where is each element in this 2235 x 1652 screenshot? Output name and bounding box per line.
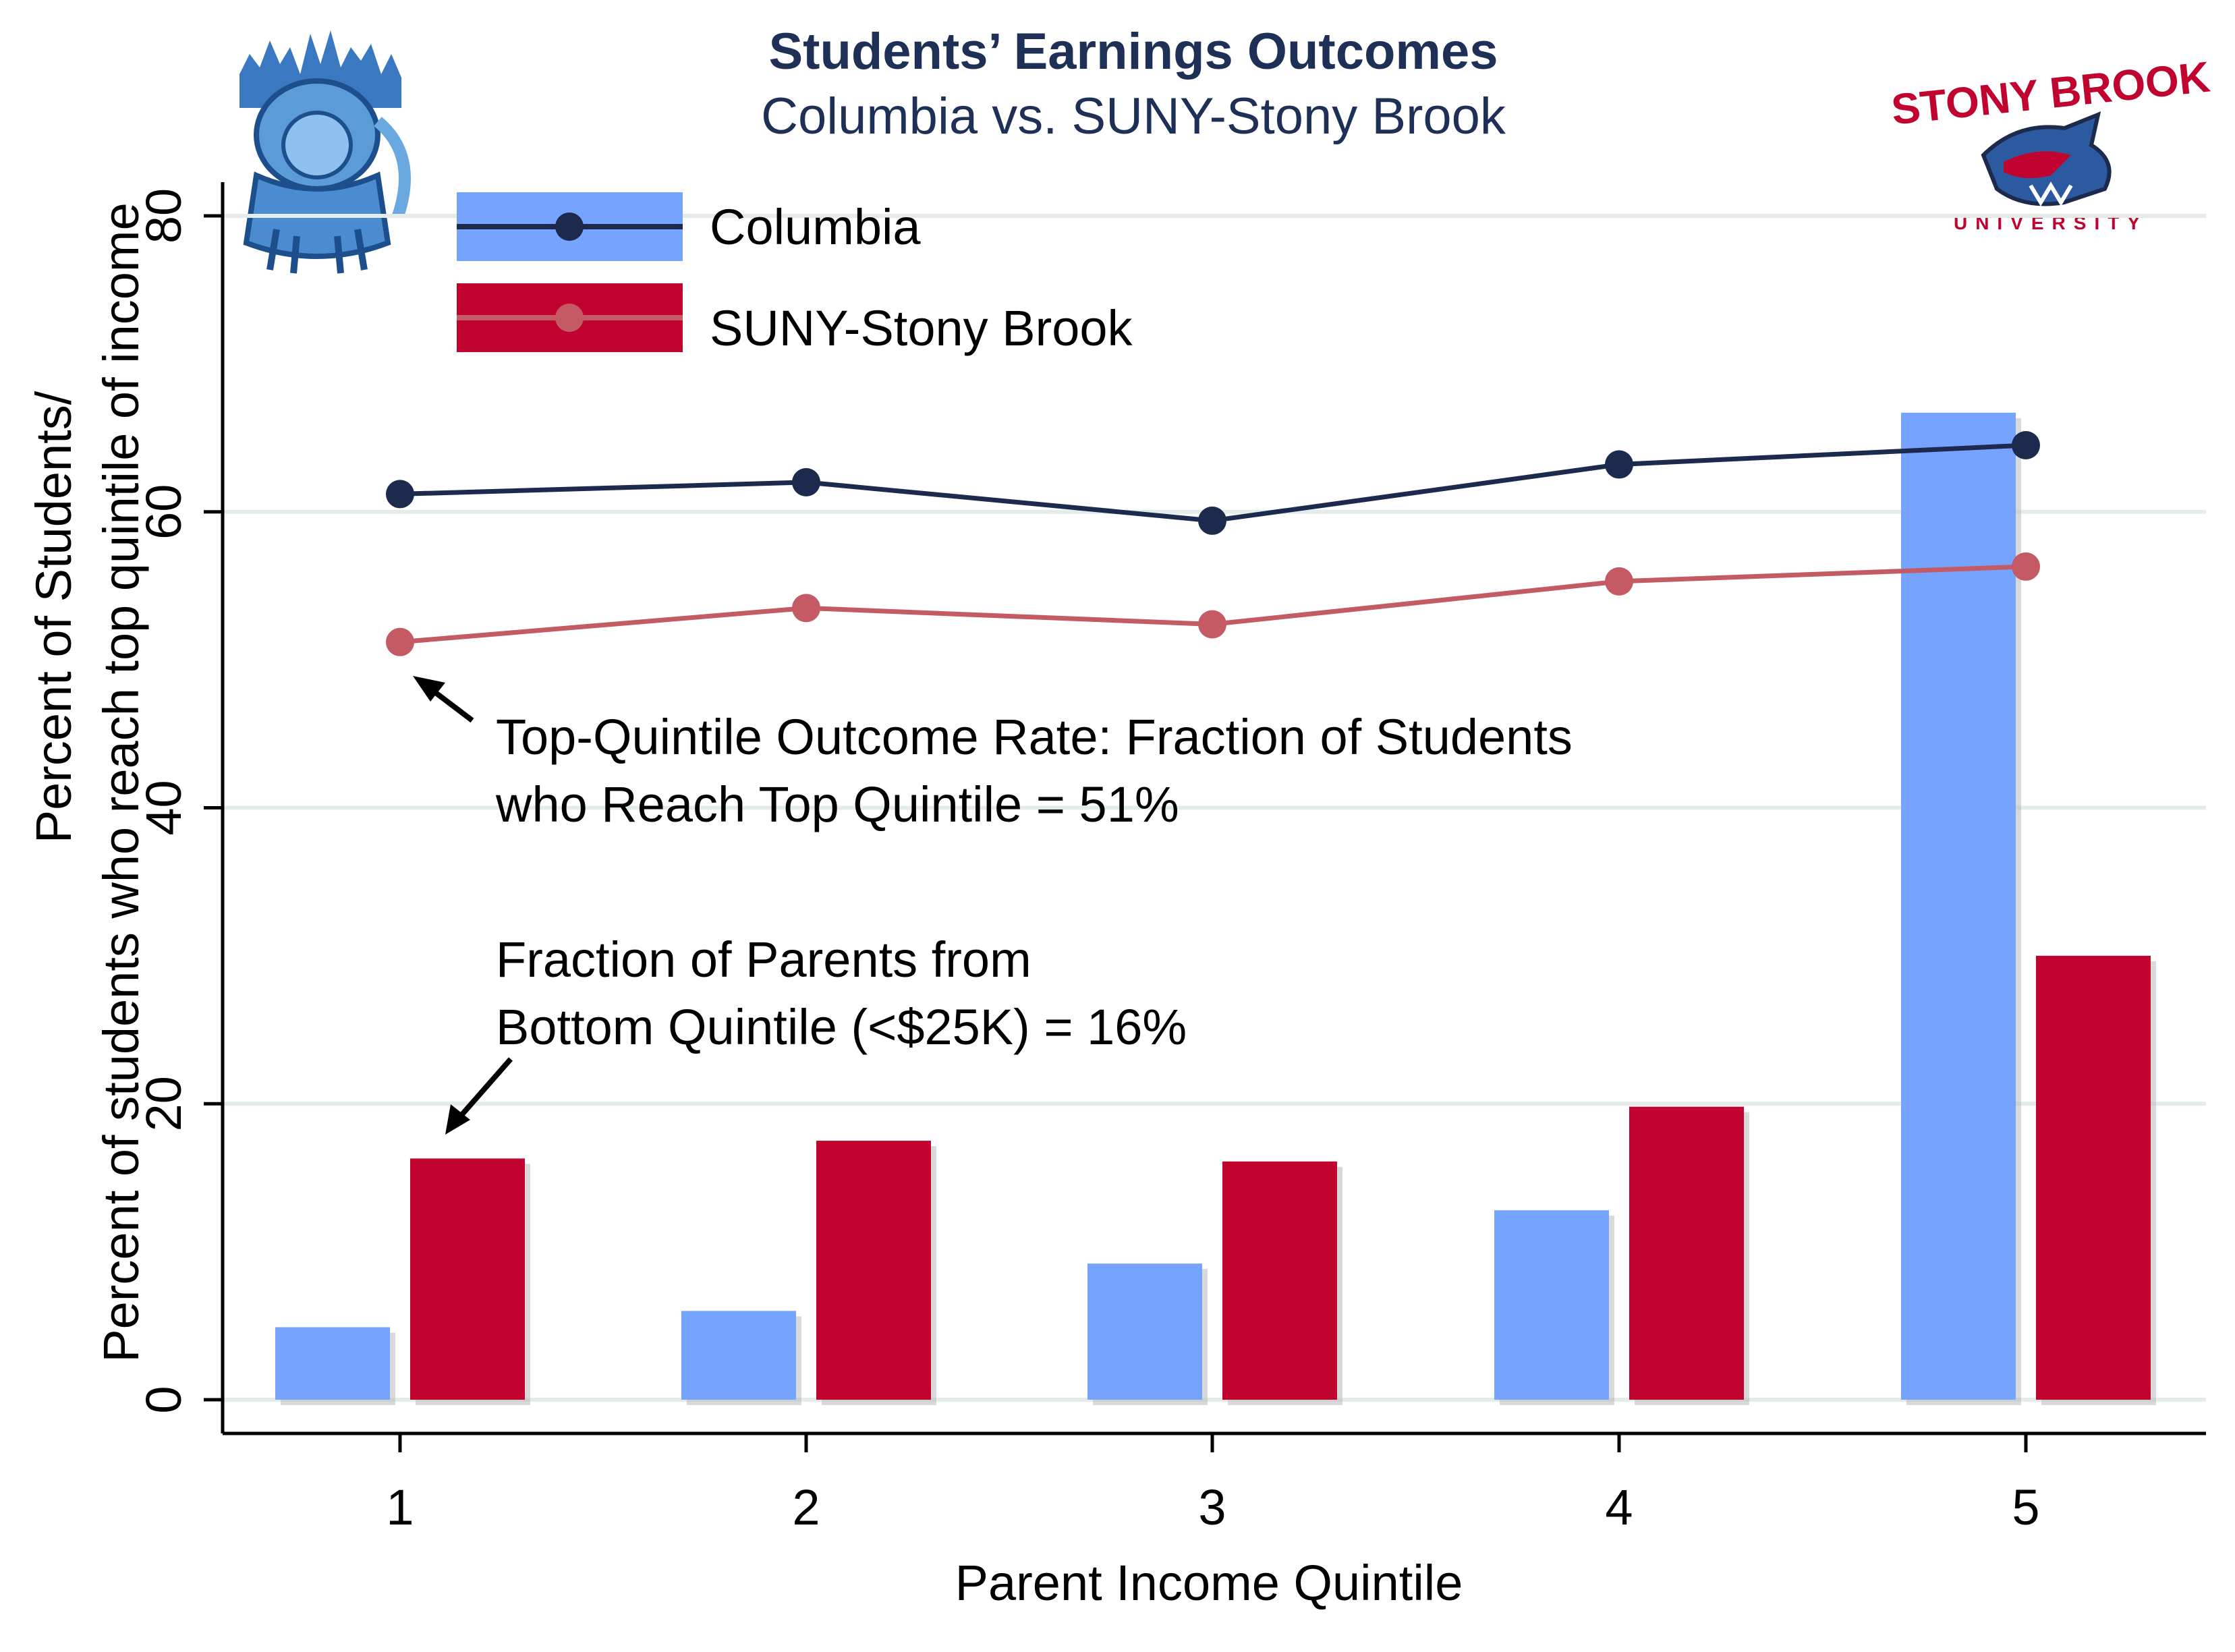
annotation-bottom-quintile: Fraction of Parents from Bottom Quintile…: [445, 932, 1187, 1135]
bar-columbia-q1: [275, 1327, 390, 1400]
x-tick-label-5: 5: [2012, 1479, 2039, 1535]
point-stony-brook-q1: [386, 627, 414, 656]
point-stony-brook-q3: [1198, 610, 1226, 639]
legend-label-stony-brook: SUNY-Stony Brook: [710, 300, 1133, 356]
y-tick-label-80: 80: [136, 188, 192, 244]
x-axis-title: Parent Income Quintile: [955, 1555, 1463, 1611]
annotation-top-quintile-line-1: Top-Quintile Outcome Rate: Fraction of S…: [496, 709, 1573, 765]
bar-columbia-q4: [1494, 1210, 1609, 1400]
y-tick-label-60: 60: [136, 484, 192, 540]
chart-title: Students’ Earnings Outcomes: [768, 23, 1498, 80]
bar-columbia-q2: [681, 1311, 796, 1400]
annotation-bottom-quintile-line-2: Bottom Quintile (<$25K) = 16%: [496, 999, 1187, 1055]
bar-columbia-q5: [1901, 412, 2016, 1400]
bar-stony-brook-q4: [1629, 1106, 1744, 1400]
annotation-bottom-quintile-line-1: Fraction of Parents from: [496, 932, 1031, 988]
annotation-top-quintile: Top-Quintile Outcome Rate: Fraction of S…: [413, 676, 1573, 832]
y-tick-label-0: 0: [136, 1386, 192, 1413]
bar-columbia-q3: [1087, 1263, 1202, 1400]
legend-swatch-columbia-marker: [555, 212, 584, 241]
columbia-lion-logo: [239, 30, 411, 274]
x-tick-label-1: 1: [386, 1479, 414, 1535]
point-columbia-q4: [1605, 450, 1633, 479]
y-tick-label-40: 40: [136, 780, 192, 835]
point-stony-brook-q2: [792, 594, 820, 623]
y-tick-label-20: 20: [136, 1076, 192, 1131]
legend: Columbia SUNY-Stony Brook: [457, 192, 1133, 356]
x-tick-label-3: 3: [1198, 1479, 1226, 1535]
annotation-bottom-quintile-arrowhead: [445, 1104, 470, 1135]
annotation-top-quintile-arrowhead: [413, 676, 445, 702]
point-stony-brook-q5: [2012, 552, 2040, 581]
legend-item-columbia: Columbia: [457, 192, 921, 261]
x-tick-label-4: 4: [1605, 1479, 1633, 1535]
point-columbia-q2: [792, 467, 820, 496]
point-columbia-q1: [386, 480, 414, 509]
legend-item-stony-brook: SUNY-Stony Brook: [457, 283, 1133, 356]
point-columbia-q3: [1198, 506, 1226, 535]
y-axis-title-line-1: Percent of Students/: [26, 391, 82, 843]
y-axis-title-line-2: Percent of students who reach top quinti…: [93, 202, 149, 1362]
annotation-top-quintile-line-2: who Reach Top Quintile = 51%: [495, 776, 1179, 832]
legend-swatch-stony-brook-marker: [555, 304, 584, 332]
stony-brook-logo: STONY BROOK UNIVERSITY: [1889, 52, 2212, 233]
bar-stony-brook-q5: [2036, 955, 2151, 1400]
legend-label-columbia: Columbia: [710, 199, 921, 255]
bar-stony-brook-q1: [410, 1158, 525, 1400]
bar-stony-brook-q2: [816, 1141, 931, 1400]
svg-text:STONY BROOK: STONY BROOK: [1889, 52, 2212, 134]
bar-stony-brook-q3: [1222, 1161, 1337, 1400]
x-tick-label-2: 2: [792, 1479, 820, 1535]
point-columbia-q5: [2012, 431, 2040, 460]
chart-subtitle: Columbia vs. SUNY-Stony Brook: [761, 88, 1506, 145]
point-stony-brook-q4: [1605, 567, 1633, 596]
annotation-bottom-quintile-arrow: [455, 1057, 513, 1122]
